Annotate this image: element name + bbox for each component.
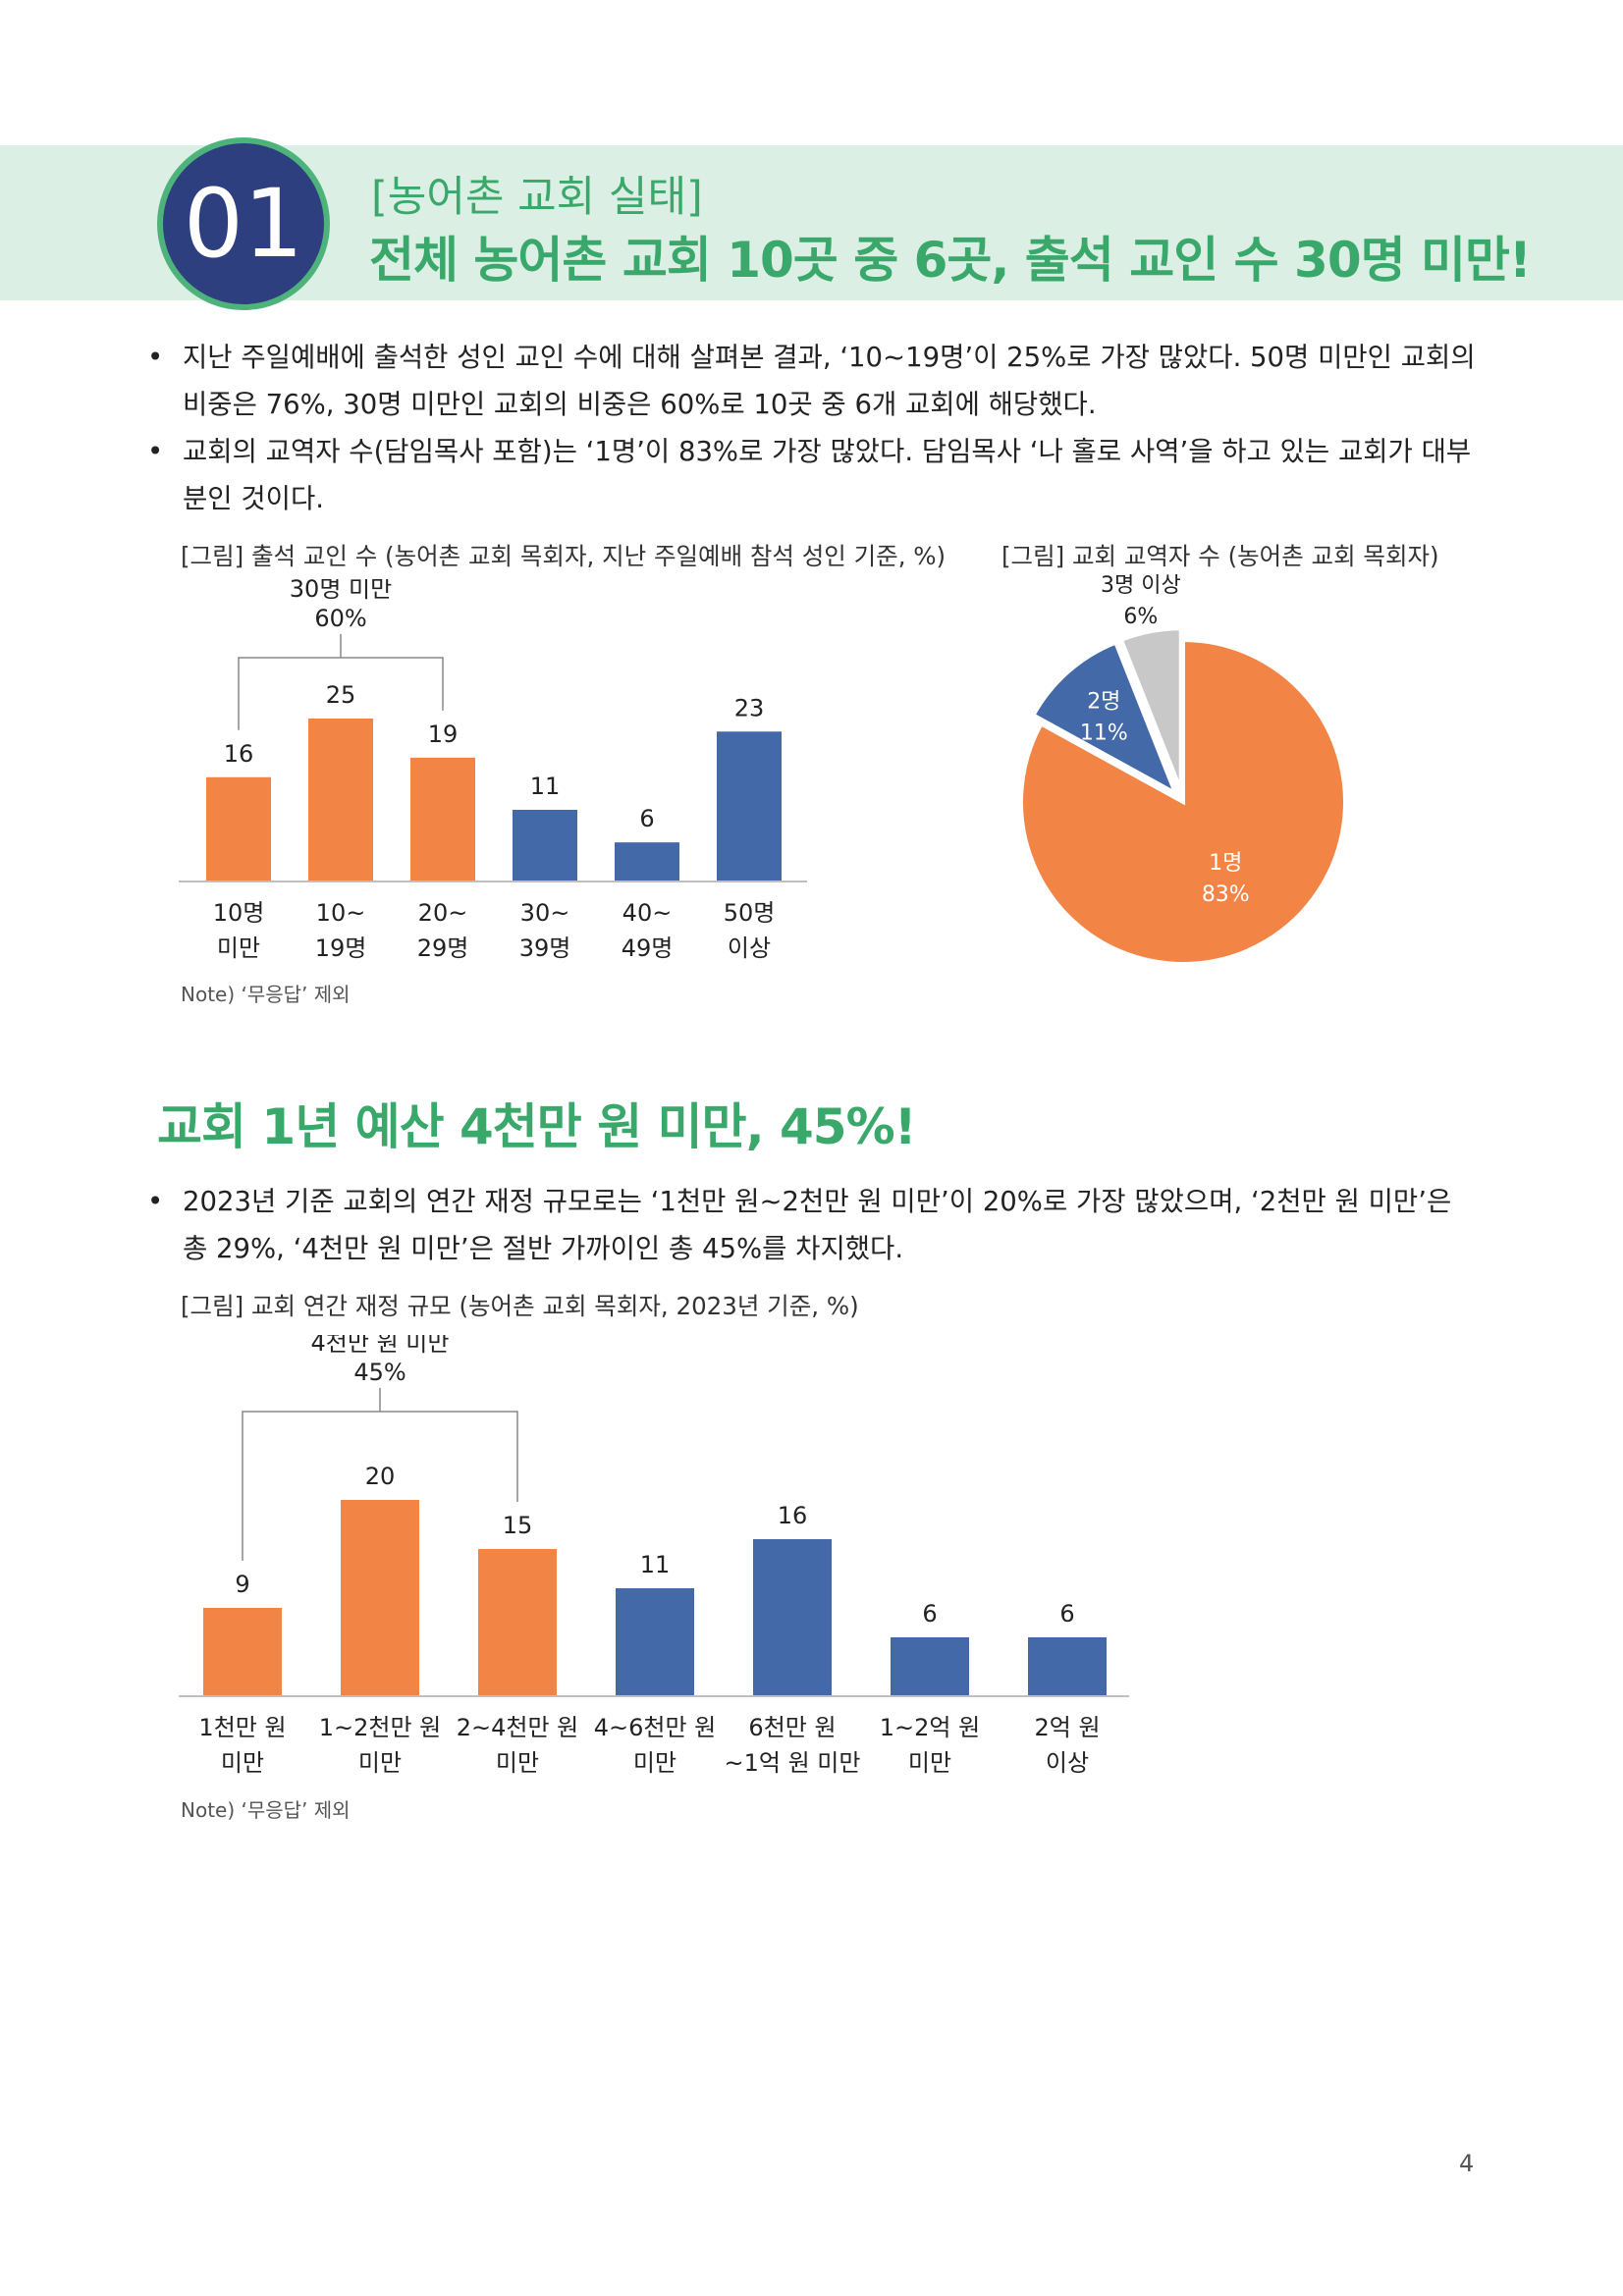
- pastor-count-pie-chart: 1명 83% 2명 11% 3명 이상 6%: [1019, 574, 1347, 966]
- x-tick-label: 40~: [622, 899, 673, 927]
- pie-value: 83%: [1202, 882, 1250, 907]
- x-tick-label: 미만: [908, 1749, 951, 1777]
- figure-caption: [그림] 교회 연간 재정 규모 (농어촌 교회 목회자, 2023년 기준, …: [181, 1292, 859, 1320]
- bar: [341, 1500, 419, 1696]
- x-tick-label: 1~2억 원: [880, 1714, 980, 1741]
- bar: [478, 1549, 557, 1696]
- budget-bar-chart: 9 1천만 원미만 20 1~2천만 원미만 15 2~4천만 원미만 11 4~6천만 원미…: [179, 1335, 1129, 1777]
- pie-value: 6%: [1123, 605, 1158, 629]
- data-label: 6: [1059, 1600, 1074, 1628]
- x-tick-label: 미만: [217, 934, 260, 962]
- bracket-label: 4천만 원 미만: [311, 1335, 450, 1357]
- data-label: 6: [922, 1600, 937, 1628]
- x-tick-label: 6천만 원: [748, 1714, 836, 1741]
- bar: [1028, 1637, 1107, 1696]
- bar: [513, 809, 577, 881]
- x-tick-label: 미만: [358, 1749, 402, 1777]
- bar: [308, 719, 373, 881]
- x-tick-label: 49명: [622, 934, 674, 962]
- x-tick-label: 10~: [316, 899, 366, 927]
- bullet-text: 2023년 기준 교회의 연간 재정 규모로는 ‘1천만 원~2천만 원 미만’…: [183, 1186, 1452, 1264]
- bullet-mark: •: [147, 1186, 164, 1217]
- x-tick-label: ~1억 원 미만: [725, 1749, 861, 1777]
- bracket-value: 45%: [353, 1359, 406, 1386]
- pie-label: 1명: [1209, 851, 1242, 876]
- x-tick-label: 20~: [418, 899, 468, 927]
- data-label: 16: [224, 740, 254, 768]
- pie-slice: [1030, 639, 1179, 798]
- section-number-badge: 01: [157, 137, 330, 310]
- bullet-mark: •: [147, 342, 164, 373]
- x-tick-label: 미만: [633, 1749, 676, 1777]
- bar: [717, 731, 782, 881]
- data-label: 6: [639, 805, 654, 832]
- bar: [616, 1588, 694, 1696]
- x-tick-label: 39명: [519, 934, 571, 962]
- bullet-text: 지난 주일예배에 출석한 성인 교인 수에 대해 살펴본 결과, ‘10~19명…: [183, 342, 1476, 420]
- figure-caption: [그림] 교회 교역자 수 (농어촌 교회 목회자): [1001, 542, 1439, 570]
- x-tick-label: 30~: [520, 899, 570, 927]
- section-subheadline: 교회 1년 예산 4천만 원 미만, 45%!: [157, 1098, 916, 1155]
- data-label: 9: [235, 1571, 249, 1598]
- pie-slice: [1019, 637, 1347, 966]
- figure-note: Note) ‘무응답’ 제외: [181, 983, 351, 1006]
- x-tick-label: 50명: [724, 899, 776, 927]
- data-label: 11: [640, 1551, 671, 1578]
- section-kicker: [농어촌 교회 실태]: [371, 173, 703, 222]
- x-tick-label: 19명: [315, 934, 367, 962]
- bracket-label: 30명 미만: [290, 579, 392, 603]
- bullet-mark: •: [147, 436, 164, 467]
- bullet-text: 교회의 교역자 수(담임목사 포함)는 ‘1명’이 83%로 가장 많았다. 담…: [183, 436, 1472, 514]
- x-tick-label: 1천만 원: [198, 1714, 286, 1741]
- bracket-value: 60%: [314, 605, 366, 632]
- x-tick-label: 10명: [213, 899, 265, 927]
- x-tick-label: 이상: [1046, 1749, 1089, 1777]
- data-label: 20: [365, 1463, 396, 1490]
- data-label: 25: [326, 681, 356, 709]
- x-tick-label: 2~4천만 원: [457, 1714, 579, 1741]
- data-label: 19: [428, 721, 459, 748]
- section-headline: 전체 농어촌 교회 10곳 중 6곳, 출석 교인 수 30명 미만!: [369, 232, 1532, 289]
- bullet-paragraph: • 교회의 교역자 수(담임목사 포함)는 ‘1명’이 83%로 가장 많았다.…: [147, 428, 1483, 522]
- bar: [410, 757, 475, 881]
- bullet-paragraph: • 지난 주일예배에 출석한 성인 교인 수에 대해 살펴본 결과, ‘10~1…: [147, 334, 1483, 428]
- x-tick-label: 미만: [221, 1749, 264, 1777]
- bar: [203, 1608, 282, 1696]
- pie-slice: [1118, 626, 1183, 791]
- x-tick-label: 이상: [728, 934, 771, 962]
- pie-value: 11%: [1080, 721, 1128, 745]
- data-label: 11: [530, 773, 561, 800]
- data-label: 15: [503, 1512, 533, 1539]
- x-tick-label: 2억 원: [1034, 1714, 1100, 1741]
- bar: [753, 1539, 832, 1696]
- x-tick-label: 29명: [417, 934, 469, 962]
- data-label: 23: [734, 694, 765, 721]
- figure-caption: [그림] 출석 교인 수 (농어촌 교회 목회자, 지난 주일예배 참석 성인 …: [181, 542, 947, 570]
- figure-note: Note) ‘무응답’ 제외: [181, 1798, 351, 1822]
- bar: [891, 1637, 969, 1696]
- pie-label: 2명: [1087, 689, 1120, 714]
- bullet-paragraph: • 2023년 기준 교회의 연간 재정 규모로는 ‘1천만 원~2천만 원 미…: [147, 1178, 1483, 1272]
- bar: [206, 776, 271, 881]
- x-tick-label: 1~2천만 원: [319, 1714, 442, 1741]
- pie-label: 3명 이상: [1101, 574, 1181, 598]
- page-number: 4: [1459, 2150, 1475, 2177]
- bar: [615, 842, 679, 881]
- x-tick-label: 4~6천만 원: [594, 1714, 717, 1741]
- data-label: 16: [778, 1502, 808, 1529]
- x-tick-label: 미만: [496, 1749, 539, 1777]
